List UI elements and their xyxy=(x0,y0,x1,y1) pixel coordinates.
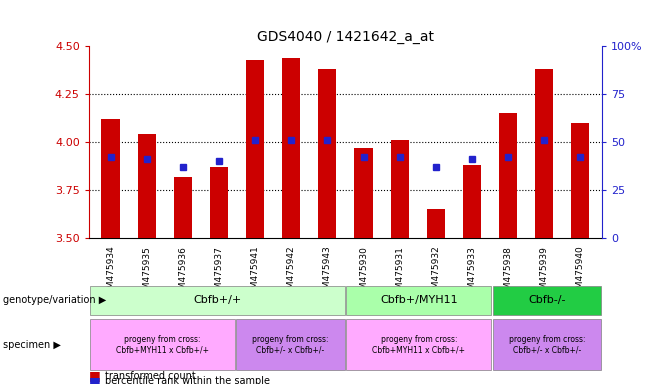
Text: ■: ■ xyxy=(89,375,101,384)
Bar xyxy=(355,148,372,238)
Bar xyxy=(493,319,601,370)
Bar xyxy=(427,209,445,238)
Text: progeny from cross:
Cbfb+/- x Cbfb+/-: progeny from cross: Cbfb+/- x Cbfb+/- xyxy=(252,335,329,354)
Bar xyxy=(571,123,590,238)
Text: specimen ▶: specimen ▶ xyxy=(3,339,61,350)
Text: Cbfb+/MYH11: Cbfb+/MYH11 xyxy=(380,295,457,306)
Bar xyxy=(89,319,235,370)
Text: Cbfb+/+: Cbfb+/+ xyxy=(193,295,241,306)
Bar xyxy=(318,69,336,238)
Text: Cbfb-/-: Cbfb-/- xyxy=(528,295,566,306)
Text: transformed count: transformed count xyxy=(105,371,196,381)
Bar xyxy=(346,319,492,370)
Bar xyxy=(138,134,156,238)
Text: progeny from cross:
Cbfb+MYH11 x Cbfb+/+: progeny from cross: Cbfb+MYH11 x Cbfb+/+ xyxy=(372,335,465,354)
Bar xyxy=(499,113,517,238)
Bar xyxy=(535,69,553,238)
Text: genotype/variation ▶: genotype/variation ▶ xyxy=(3,295,107,306)
Bar xyxy=(346,286,492,315)
Bar xyxy=(101,119,120,238)
Bar xyxy=(174,177,192,238)
Text: progeny from cross:
Cbfb+/- x Cbfb+/-: progeny from cross: Cbfb+/- x Cbfb+/- xyxy=(509,335,586,354)
Title: GDS4040 / 1421642_a_at: GDS4040 / 1421642_a_at xyxy=(257,30,434,44)
Bar xyxy=(236,319,345,370)
Bar xyxy=(210,167,228,238)
Bar xyxy=(246,60,264,238)
Bar xyxy=(463,165,481,238)
Text: ■: ■ xyxy=(89,369,101,382)
Bar xyxy=(89,286,345,315)
Bar xyxy=(493,286,601,315)
Bar xyxy=(282,58,300,238)
Text: percentile rank within the sample: percentile rank within the sample xyxy=(105,376,270,384)
Bar xyxy=(391,140,409,238)
Text: progeny from cross:
Cbfb+MYH11 x Cbfb+/+: progeny from cross: Cbfb+MYH11 x Cbfb+/+ xyxy=(116,335,209,354)
